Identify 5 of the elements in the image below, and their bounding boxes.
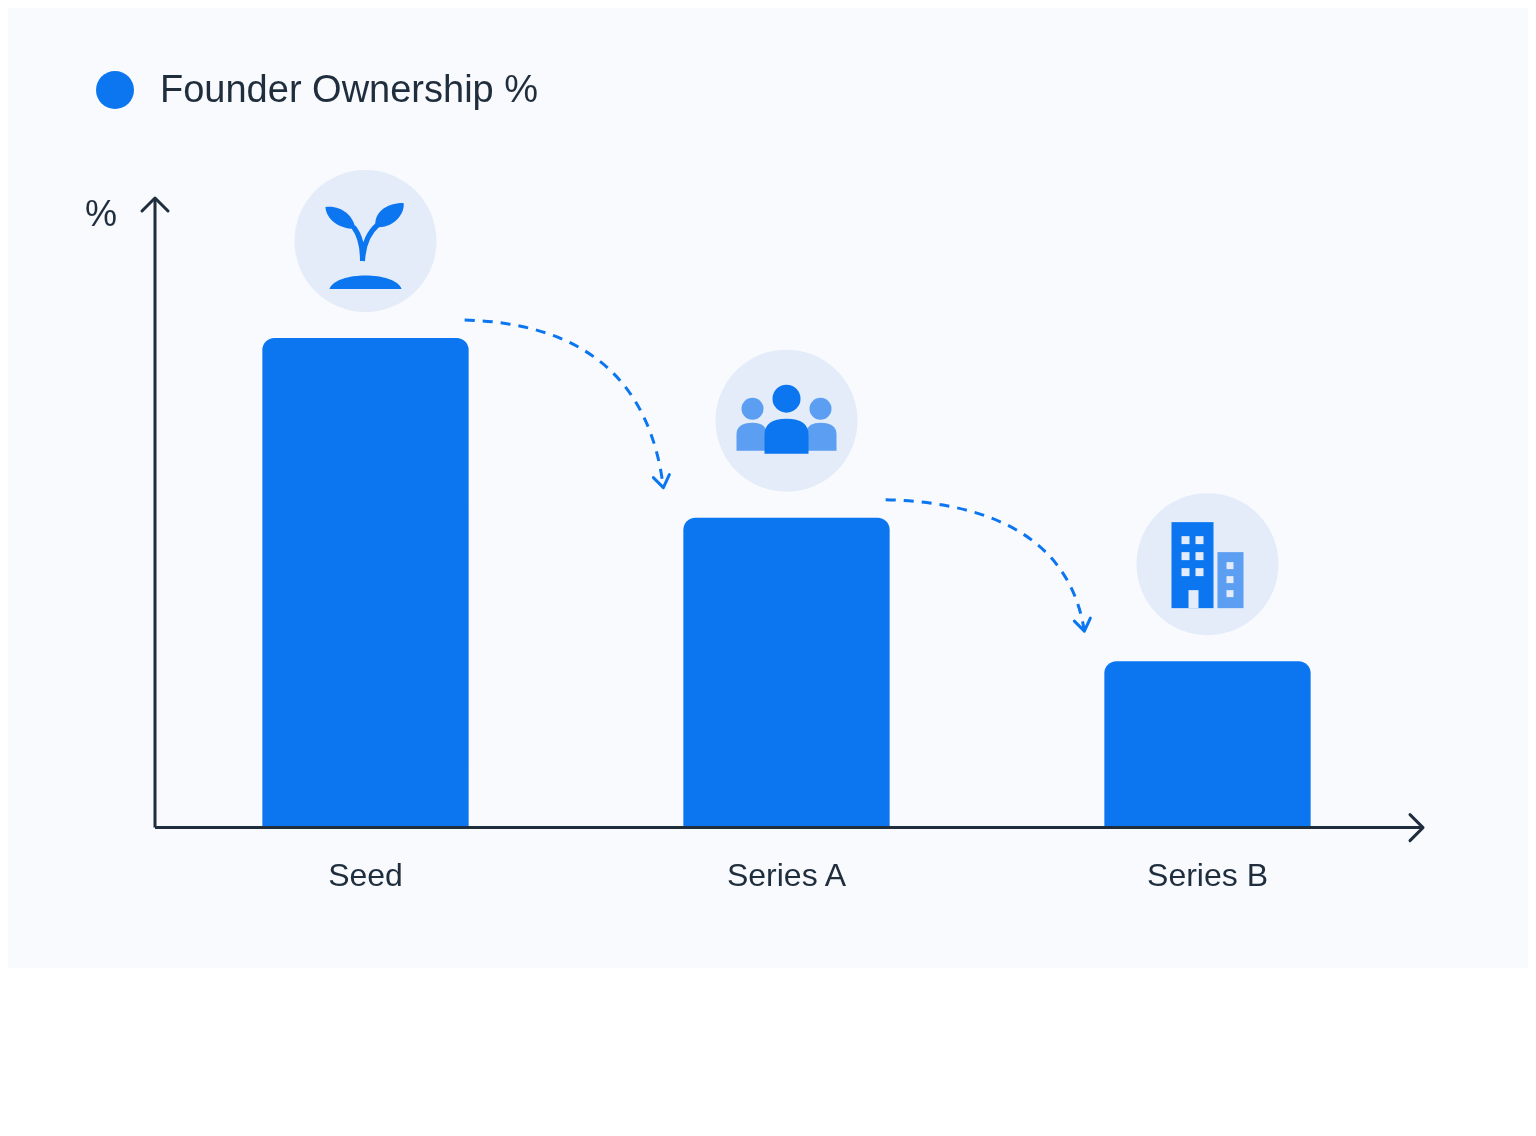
x-tick-label: Seed <box>328 856 403 893</box>
x-tick-label: Series A <box>726 856 847 893</box>
legend-label: Founder Ownership % <box>160 68 539 111</box>
x-tick-label: Series B <box>1147 856 1268 893</box>
y-axis-title: % <box>85 193 118 235</box>
